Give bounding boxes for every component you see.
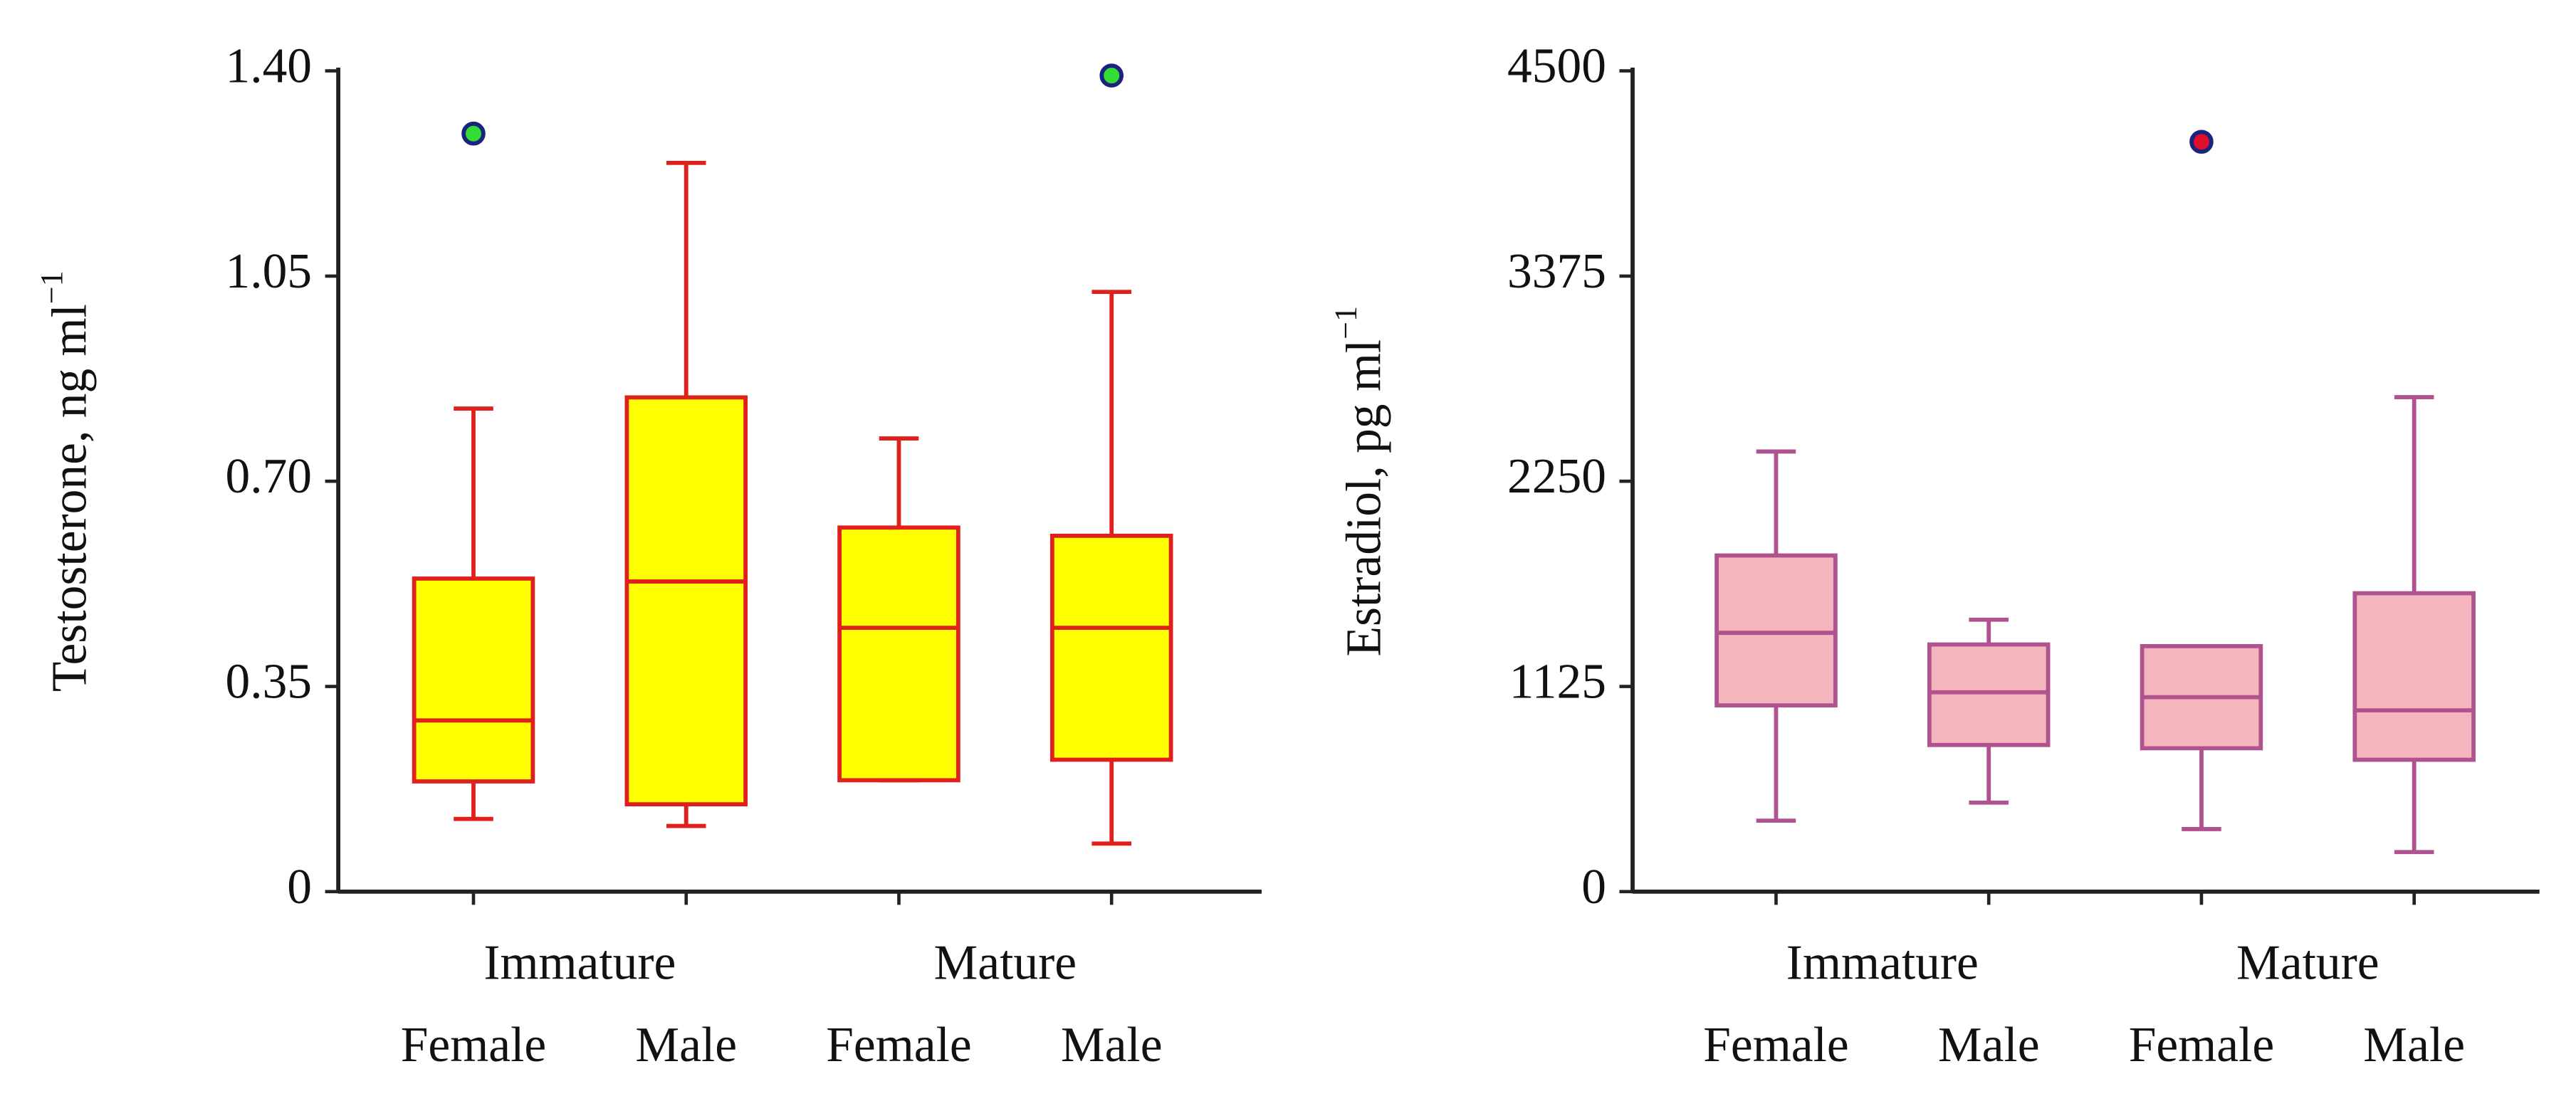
outlier (461, 121, 486, 146)
y-tick-label: 1.40 (225, 39, 312, 94)
y-axis-label-text: Estradiol, pg ml (1336, 339, 1391, 657)
x-tick-label: Male (1061, 1018, 1163, 1073)
x-tick-label: Female (826, 1018, 971, 1073)
box (1714, 553, 1838, 708)
box (2352, 591, 2476, 762)
y-tick-label: 1125 (1509, 654, 1606, 709)
x-tick-label: Female (401, 1018, 546, 1073)
box (1049, 533, 1173, 762)
y-tick-label: 0 (1581, 860, 1606, 915)
y-tick-label: 0.70 (225, 449, 312, 504)
x-tick-label: Female (2129, 1018, 2274, 1073)
group-label: Immature (483, 935, 676, 990)
box (624, 395, 748, 806)
x-tick-label: Male (2363, 1018, 2465, 1073)
y-tick-label: 3375 (1507, 244, 1606, 299)
x-tick-label: Male (635, 1018, 737, 1073)
y-tick-label: 1.05 (225, 244, 312, 299)
y-tick-label: 0.35 (225, 654, 312, 709)
box (1927, 642, 2051, 747)
y-tick-label: 2250 (1507, 449, 1606, 504)
y-axis-label-text: Testosterone, ng ml (43, 304, 98, 692)
y-axis-label-sup: −1 (34, 270, 69, 304)
y-axis-label-sup: −1 (1329, 306, 1363, 339)
group-label: Immature (1786, 935, 1979, 990)
outlier (1099, 63, 1124, 88)
box (837, 525, 960, 783)
x-tick-label: Male (1938, 1018, 2040, 1073)
group-label: Mature (2236, 935, 2379, 990)
box (412, 576, 535, 784)
y-tick-label: 4500 (1507, 39, 1606, 94)
outlier (2189, 130, 2214, 154)
y-axis-label: Testosterone, ng ml−1 (34, 270, 98, 692)
y-axis-label: Estradiol, pg ml−1 (1329, 306, 1392, 657)
x-tick-label: Female (1703, 1018, 1848, 1073)
group-label: Mature (934, 935, 1077, 990)
y-tick-label: 0 (287, 860, 312, 915)
